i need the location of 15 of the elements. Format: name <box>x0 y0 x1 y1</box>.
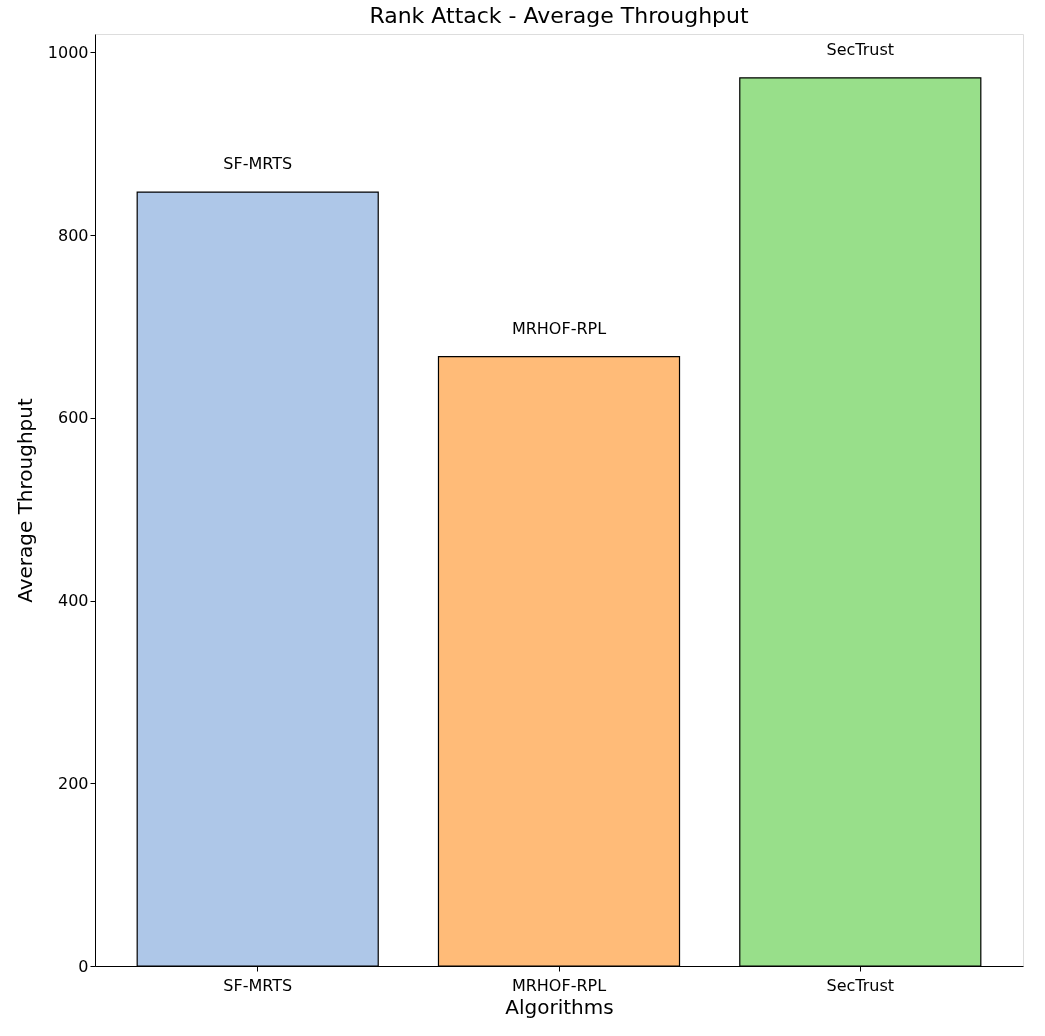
x-tick-label: SF-MRTS <box>223 975 293 995</box>
chart-title: Rank Attack - Average Throughput <box>369 3 749 28</box>
annotation: SF-MRTS <box>223 154 293 174</box>
y-tick-label: 200 <box>57 773 89 793</box>
y-tick-label: 600 <box>57 408 89 428</box>
y-tick-label: 1000 <box>47 42 89 62</box>
annotation: SecTrust <box>826 39 895 59</box>
x-tick-label: SecTrust <box>826 975 895 995</box>
y-tick-label: 800 <box>57 225 89 245</box>
y-axis-title: Average Throughput <box>12 398 37 603</box>
annotation: MRHOF-RPL <box>511 318 607 338</box>
x-tick-label: MRHOF-RPL <box>511 975 607 995</box>
y-tick-label: 0 <box>78 956 89 976</box>
y-tick-label: 400 <box>57 591 89 611</box>
x-axis-title: Algorithms <box>505 994 614 1019</box>
